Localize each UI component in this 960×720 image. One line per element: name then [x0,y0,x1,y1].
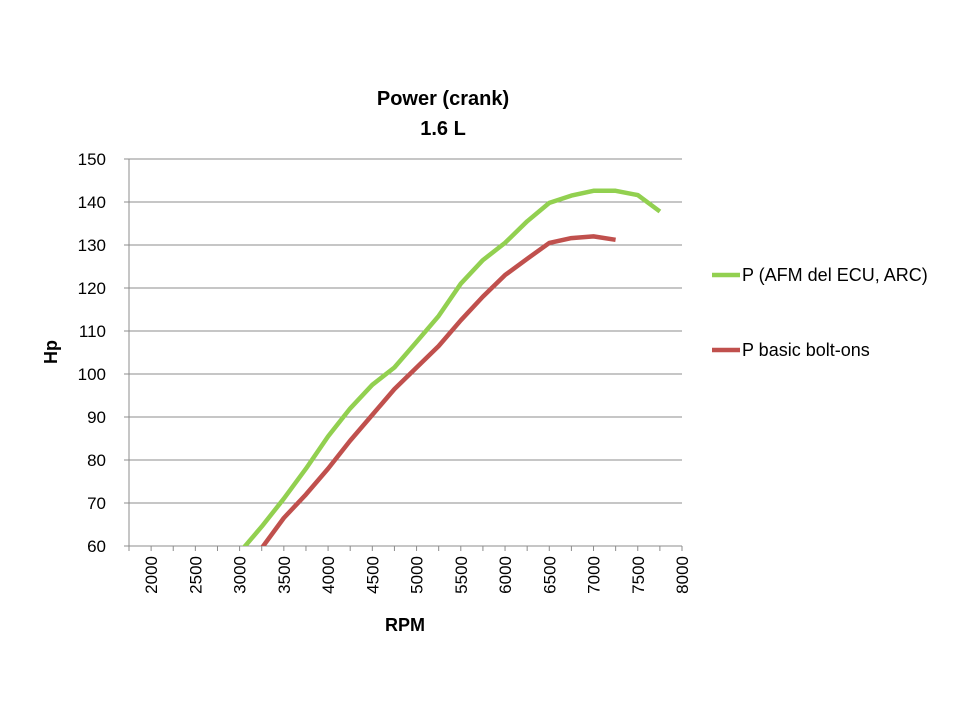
legend: P (AFM del ECU, ARC) P basic bolt-ons [712,265,928,360]
x-tick-label: 6500 [540,556,559,594]
y-tick-label: 80 [87,451,106,470]
y-tick-label: 120 [78,279,106,298]
y-tick-label: 90 [87,408,106,427]
x-tick-label: 8000 [673,556,692,594]
y-tick-label: 60 [87,537,106,556]
series-lines [242,188,662,546]
y-tick-label: 150 [78,150,106,169]
x-tick-label: 6000 [496,556,515,594]
x-tick-label: 5000 [408,556,427,594]
x-tick-label: 7500 [629,556,648,594]
legend-label-1: P (AFM del ECU, ARC) [742,265,928,285]
series-line-1 [242,188,662,546]
x-tick-label: 5500 [452,556,471,594]
x-tick-label: 3000 [231,556,250,594]
y-tick-label: 130 [78,236,106,255]
y-axis-title: Hp [41,340,61,364]
y-tick-label: 140 [78,193,106,212]
x-tick-label: 3500 [275,556,294,594]
chart-subtitle: 1.6 L [420,118,466,140]
y-tick-label: 110 [79,322,106,341]
x-tick-label: 4000 [319,556,338,594]
x-tick-label: 2000 [142,556,161,594]
y-tick-label: 70 [87,494,106,513]
x-tick-label: 2500 [186,556,205,594]
grid-lines [129,158,682,547]
axes [124,158,683,551]
chart-title: Power (crank) [377,88,509,110]
series-line-2 [260,234,616,546]
x-tick-label: 7000 [585,556,604,594]
x-tick-label: 4500 [363,556,382,594]
y-tick-label: 100 [78,365,106,384]
legend-label-2: P basic bolt-ons [742,340,870,360]
tick-labels: 60 70 80 90 100 110 120 130 140 150 2000 2500 3000 35… [78,150,692,594]
x-axis-title: RPM [385,615,425,635]
